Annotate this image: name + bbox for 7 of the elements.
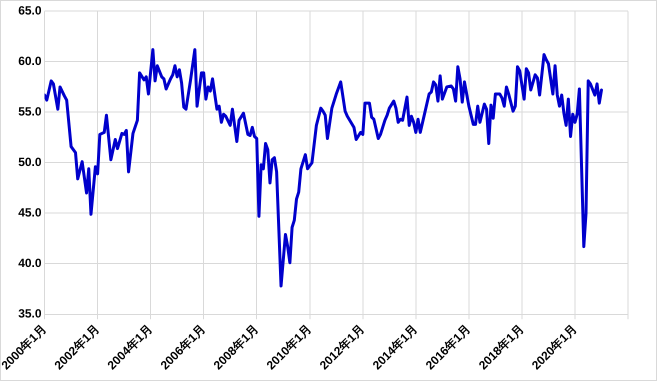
y-tick-label: 45.0 <box>18 206 42 220</box>
y-tick-label: 60.0 <box>18 54 42 68</box>
y-tick-label: 50.0 <box>18 155 42 170</box>
y-tick-label: 55.0 <box>18 104 42 119</box>
y-tick-label: 40.0 <box>18 256 42 270</box>
y-tick-label: 65.0 <box>18 4 42 18</box>
y-tick-label: 35.0 <box>18 306 42 321</box>
